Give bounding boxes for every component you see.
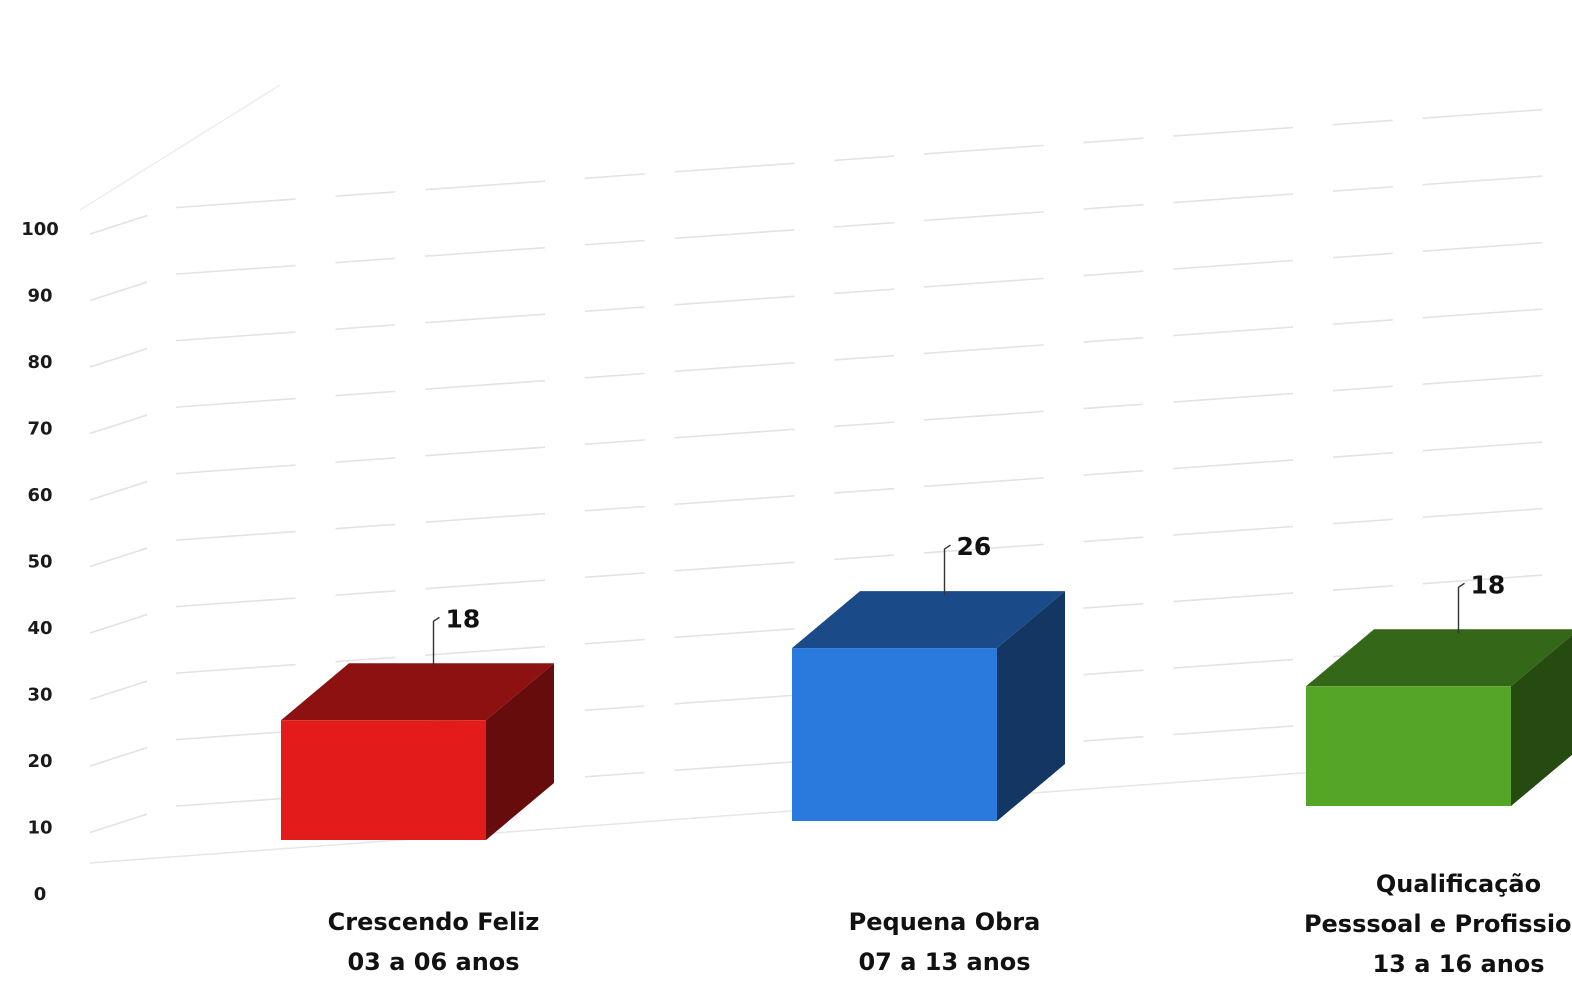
leader-line [943,544,951,596]
y-tick-label: 90 [27,286,52,307]
bar-top [1306,629,1572,687]
bar [1306,629,1572,806]
gridline [89,239,1572,368]
bar-top [792,591,1065,649]
y-tick-label: 80 [27,352,52,373]
category-label: Pequena Obra [849,908,1041,936]
gridline [89,505,1572,634]
gridline [89,572,1572,701]
y-tick-label: 30 [27,685,52,706]
y-tick-label: 50 [27,552,52,573]
y-tick-label: 10 [27,818,52,839]
bar-side [486,663,554,840]
category-label: Pesssoal e Profissional [1304,910,1572,938]
category-label: Qualificação [1376,870,1541,898]
category-label: 13 a 16 anos [1372,950,1544,978]
bar-front [1306,686,1511,806]
bar [792,591,1065,821]
y-tick-label: 70 [27,419,52,440]
bar-top [281,663,554,721]
data-label: 18 [446,604,481,633]
gridlines [79,84,1572,864]
gridline [89,306,1572,435]
data-label-group: 26 [943,532,992,596]
bar-side [1511,635,1572,806]
bars [281,591,1572,840]
y-tick-label: 20 [27,751,52,772]
y-axis-ticks: 0 10 20 30 40 50 60 70 80 90 100 [21,219,59,905]
gridline [89,173,1572,302]
data-label: 18 [1471,570,1506,599]
category-label: 07 a 13 anos [858,948,1030,976]
bar-front [281,720,486,840]
gridline [89,439,1572,568]
y-tick-label: 40 [27,618,52,639]
bar-side [997,591,1065,821]
data-label: 26 [957,532,992,561]
gridline [89,372,1572,501]
category-label: Crescendo Feliz [328,908,540,936]
leader-line [1457,582,1465,634]
y-tick-label: 0 [34,884,47,905]
wall-edge [79,84,281,211]
data-label-group: 18 [432,604,481,668]
gridline [89,638,1572,767]
gridline [89,106,1572,235]
category-label: 03 a 06 anos [347,948,519,976]
data-label-group: 18 [1457,570,1506,634]
data-labels: 18 26 18 [432,532,1506,668]
y-tick-label: 100 [21,219,59,240]
category-labels: Crescendo Feliz 03 a 06 anos Pequena Obra 0… [328,870,1572,978]
bar-front [792,648,997,821]
gridline [89,705,1572,834]
y-tick-label: 60 [27,485,52,506]
leader-line [432,616,440,668]
bar [281,663,554,840]
